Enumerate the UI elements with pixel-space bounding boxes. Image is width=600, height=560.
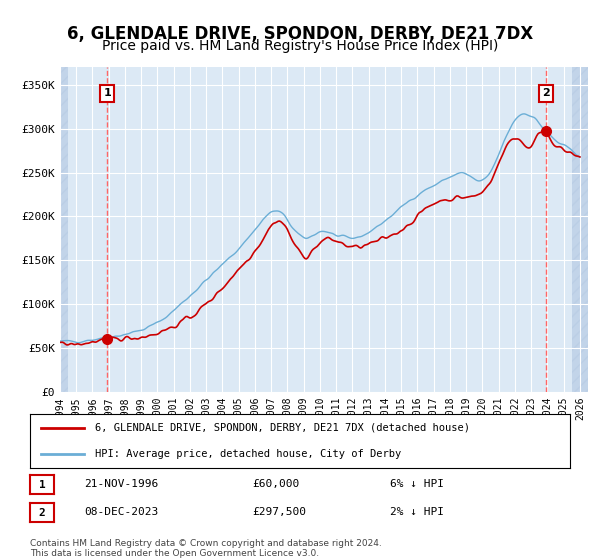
Text: 6% ↓ HPI: 6% ↓ HPI xyxy=(390,479,444,489)
Text: 1: 1 xyxy=(38,480,46,489)
Text: 1: 1 xyxy=(103,88,111,98)
Text: Price paid vs. HM Land Registry's House Price Index (HPI): Price paid vs. HM Land Registry's House … xyxy=(102,39,498,53)
Text: £297,500: £297,500 xyxy=(252,507,306,517)
Text: 2% ↓ HPI: 2% ↓ HPI xyxy=(390,507,444,517)
Text: 08-DEC-2023: 08-DEC-2023 xyxy=(84,507,158,517)
Text: £60,000: £60,000 xyxy=(252,479,299,489)
Text: 6, GLENDALE DRIVE, SPONDON, DERBY, DE21 7DX (detached house): 6, GLENDALE DRIVE, SPONDON, DERBY, DE21 … xyxy=(95,423,470,433)
Text: 6, GLENDALE DRIVE, SPONDON, DERBY, DE21 7DX: 6, GLENDALE DRIVE, SPONDON, DERBY, DE21 … xyxy=(67,25,533,43)
Text: 21-NOV-1996: 21-NOV-1996 xyxy=(84,479,158,489)
Text: 2: 2 xyxy=(38,508,46,517)
Text: Contains HM Land Registry data © Crown copyright and database right 2024.
This d: Contains HM Land Registry data © Crown c… xyxy=(30,539,382,558)
Text: HPI: Average price, detached house, City of Derby: HPI: Average price, detached house, City… xyxy=(95,449,401,459)
Text: 2: 2 xyxy=(542,88,550,98)
